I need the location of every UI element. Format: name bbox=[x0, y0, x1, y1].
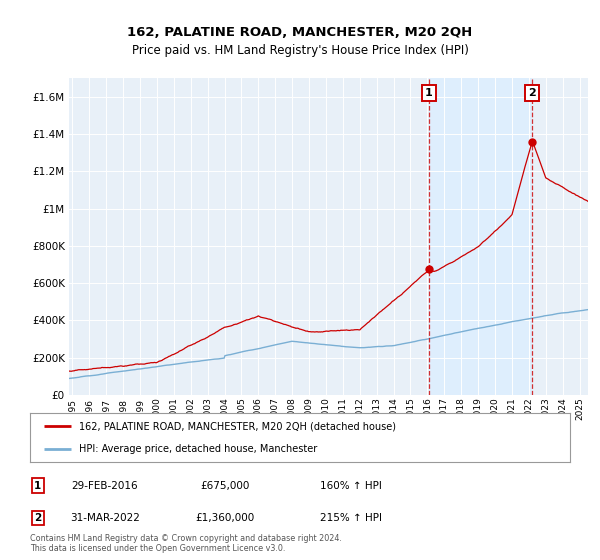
Text: Contains HM Land Registry data © Crown copyright and database right 2024.
This d: Contains HM Land Registry data © Crown c… bbox=[30, 534, 342, 553]
Text: 1: 1 bbox=[34, 480, 41, 491]
Text: 162, PALATINE ROAD, MANCHESTER, M20 2QH (detached house): 162, PALATINE ROAD, MANCHESTER, M20 2QH … bbox=[79, 421, 395, 431]
Text: 160% ↑ HPI: 160% ↑ HPI bbox=[320, 480, 382, 491]
Text: £675,000: £675,000 bbox=[200, 480, 250, 491]
Text: 31-MAR-2022: 31-MAR-2022 bbox=[70, 513, 140, 523]
Text: 2: 2 bbox=[529, 87, 536, 97]
Text: HPI: Average price, detached house, Manchester: HPI: Average price, detached house, Manc… bbox=[79, 444, 317, 454]
Text: Price paid vs. HM Land Registry's House Price Index (HPI): Price paid vs. HM Land Registry's House … bbox=[131, 44, 469, 57]
Text: 29-FEB-2016: 29-FEB-2016 bbox=[71, 480, 139, 491]
Text: 162, PALATINE ROAD, MANCHESTER, M20 2QH: 162, PALATINE ROAD, MANCHESTER, M20 2QH bbox=[127, 26, 473, 39]
Bar bbox=[429, 78, 532, 395]
Text: 215% ↑ HPI: 215% ↑ HPI bbox=[320, 513, 382, 523]
Text: 2: 2 bbox=[34, 513, 41, 523]
Text: £1,360,000: £1,360,000 bbox=[196, 513, 254, 523]
Text: 1: 1 bbox=[425, 87, 433, 97]
